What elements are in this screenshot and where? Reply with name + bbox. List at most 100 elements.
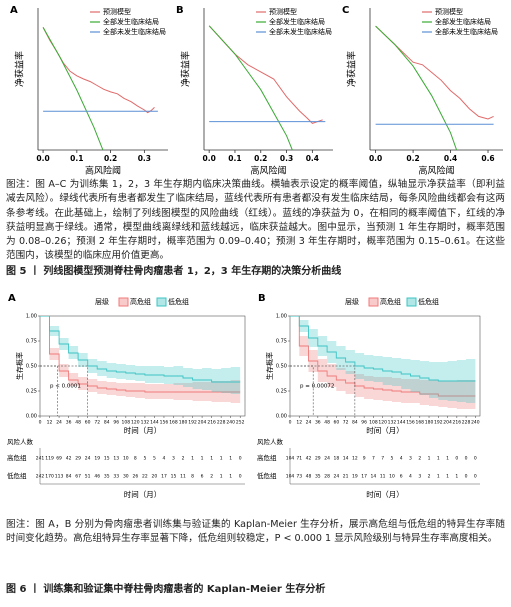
- x-tick-label: 72: [343, 420, 349, 426]
- x-axis-label: 高风险阈: [418, 165, 454, 177]
- risk-count: 12: [352, 456, 358, 462]
- x-tick-label: 108: [122, 420, 131, 426]
- risk-count: 15: [171, 474, 177, 480]
- risk-count: 5: [143, 456, 146, 462]
- x-tick-label: 0.1: [70, 154, 83, 163]
- legend-label: 低危组: [168, 297, 189, 306]
- risk-count: 0: [455, 456, 458, 462]
- x-tick-label: 156: [406, 420, 415, 426]
- risk-count: 24: [333, 474, 339, 480]
- risk-count: 22: [142, 474, 148, 480]
- risk-count: 19: [352, 474, 358, 480]
- risk-count: 1: [220, 456, 223, 462]
- panel-label: C: [342, 5, 349, 16]
- risk-count: 7: [372, 456, 375, 462]
- risk-count: 51: [85, 474, 91, 480]
- risk-count: 5: [391, 456, 394, 462]
- risk-table-title: 风险人数: [257, 437, 284, 446]
- y-tick-label: 0.00: [26, 414, 37, 420]
- risk-count: 3: [172, 456, 175, 462]
- x-axis-label: 高风险阈: [250, 165, 286, 177]
- x-tick-label: 240: [226, 420, 235, 426]
- risk-count: 5: [153, 456, 156, 462]
- x-tick-label: 0: [289, 420, 292, 426]
- y-tick-label: 1.00: [276, 314, 287, 320]
- p-value: p = 0.00072: [300, 384, 334, 390]
- y-tick-label: 0.25: [26, 389, 37, 395]
- legend-title: 层级: [345, 297, 359, 306]
- x-tick-label: 84: [104, 420, 110, 426]
- risk-count: 11: [180, 474, 186, 480]
- risk-count: 14: [371, 474, 377, 480]
- risk-count: 42: [66, 456, 72, 462]
- risk-count: 2: [210, 474, 213, 480]
- median-line: [40, 365, 88, 416]
- x-tick-label: 72: [94, 420, 100, 426]
- x-tick-label: 168: [415, 420, 424, 426]
- risk-count: 1: [191, 456, 194, 462]
- panel-label: A: [8, 293, 16, 304]
- legend-swatch: [156, 297, 167, 307]
- x-tick-label: 0.4: [306, 154, 319, 163]
- risk-count: 28: [324, 474, 330, 480]
- risk-count: 26: [132, 474, 138, 480]
- y-axis-label: 生存概率: [265, 352, 274, 380]
- risk-count: 69: [56, 456, 62, 462]
- legend-swatch: [368, 297, 379, 307]
- x-tick-label: 96: [361, 420, 367, 426]
- risk-count: 1: [201, 456, 204, 462]
- legend-title: 层级: [95, 297, 109, 306]
- x-tick-label: 156: [160, 420, 169, 426]
- x-tick-label: 0.3: [138, 154, 151, 163]
- x-tick-label: 144: [150, 420, 159, 426]
- curve: [42, 27, 104, 150]
- figure-6-caption: 图注：图 A，B 分别为骨肉瘤患者训练集与验证集的 Kaplan-Meier 生…: [6, 519, 505, 545]
- y-tick-label: 0.75: [26, 339, 37, 345]
- x-tick-label: 48: [75, 420, 81, 426]
- risk-count: 3: [418, 474, 421, 480]
- x-tick-label: 24: [306, 420, 312, 426]
- risk-count: 0: [239, 456, 242, 462]
- risk-count: 170: [45, 474, 54, 480]
- risk-count: 24: [85, 456, 91, 462]
- y-tick-label: 1.00: [26, 314, 37, 320]
- risk-count: 2: [182, 456, 185, 462]
- curve: [208, 25, 293, 150]
- x-tick-label: 180: [179, 420, 188, 426]
- risk-count: 11: [380, 474, 386, 480]
- risk-count: 10: [123, 456, 129, 462]
- median-line: [290, 365, 356, 416]
- risk-count: 8: [134, 456, 137, 462]
- risk-count: 1: [455, 474, 458, 480]
- risk-count: 29: [75, 456, 81, 462]
- curve: [375, 25, 458, 150]
- x-tick-label: 0.0: [369, 154, 382, 163]
- ci-band: [40, 316, 241, 395]
- risk-count: 18: [333, 456, 339, 462]
- risk-count: 1: [446, 456, 449, 462]
- risk-x-label: 时间（月）: [124, 489, 162, 499]
- risk-count: 2: [428, 474, 431, 480]
- risk-count: 4: [400, 456, 403, 462]
- x-tick-label: 144: [397, 420, 406, 426]
- risk-row-label: 低危组: [257, 471, 277, 480]
- y-tick-label: 0.00: [276, 414, 287, 420]
- curve: [208, 25, 323, 124]
- legend-label: 全部发生临床结局: [269, 17, 325, 26]
- x-tick-label: 0.2: [104, 154, 117, 163]
- legend-label: 预测模型: [435, 7, 463, 16]
- risk-count: 1: [220, 474, 223, 480]
- ci-band: [40, 316, 241, 403]
- x-tick-label: 132: [388, 420, 397, 426]
- x-tick-label: 216: [207, 420, 216, 426]
- risk-count: 48: [306, 474, 312, 480]
- figure-5-caption: 图注：图 A–C 为训练集 1，2，3 年生存期内临床决策曲线。横轴表示设定的概…: [6, 179, 505, 262]
- x-tick-label: 36: [315, 420, 321, 426]
- x-tick-label: 216: [453, 420, 462, 426]
- risk-count: 35: [315, 474, 321, 480]
- p-value: p < 0.0001: [50, 384, 81, 390]
- median-line: [40, 365, 58, 416]
- x-tick-label: 0.2: [254, 154, 267, 163]
- risk-count: 0: [465, 474, 468, 480]
